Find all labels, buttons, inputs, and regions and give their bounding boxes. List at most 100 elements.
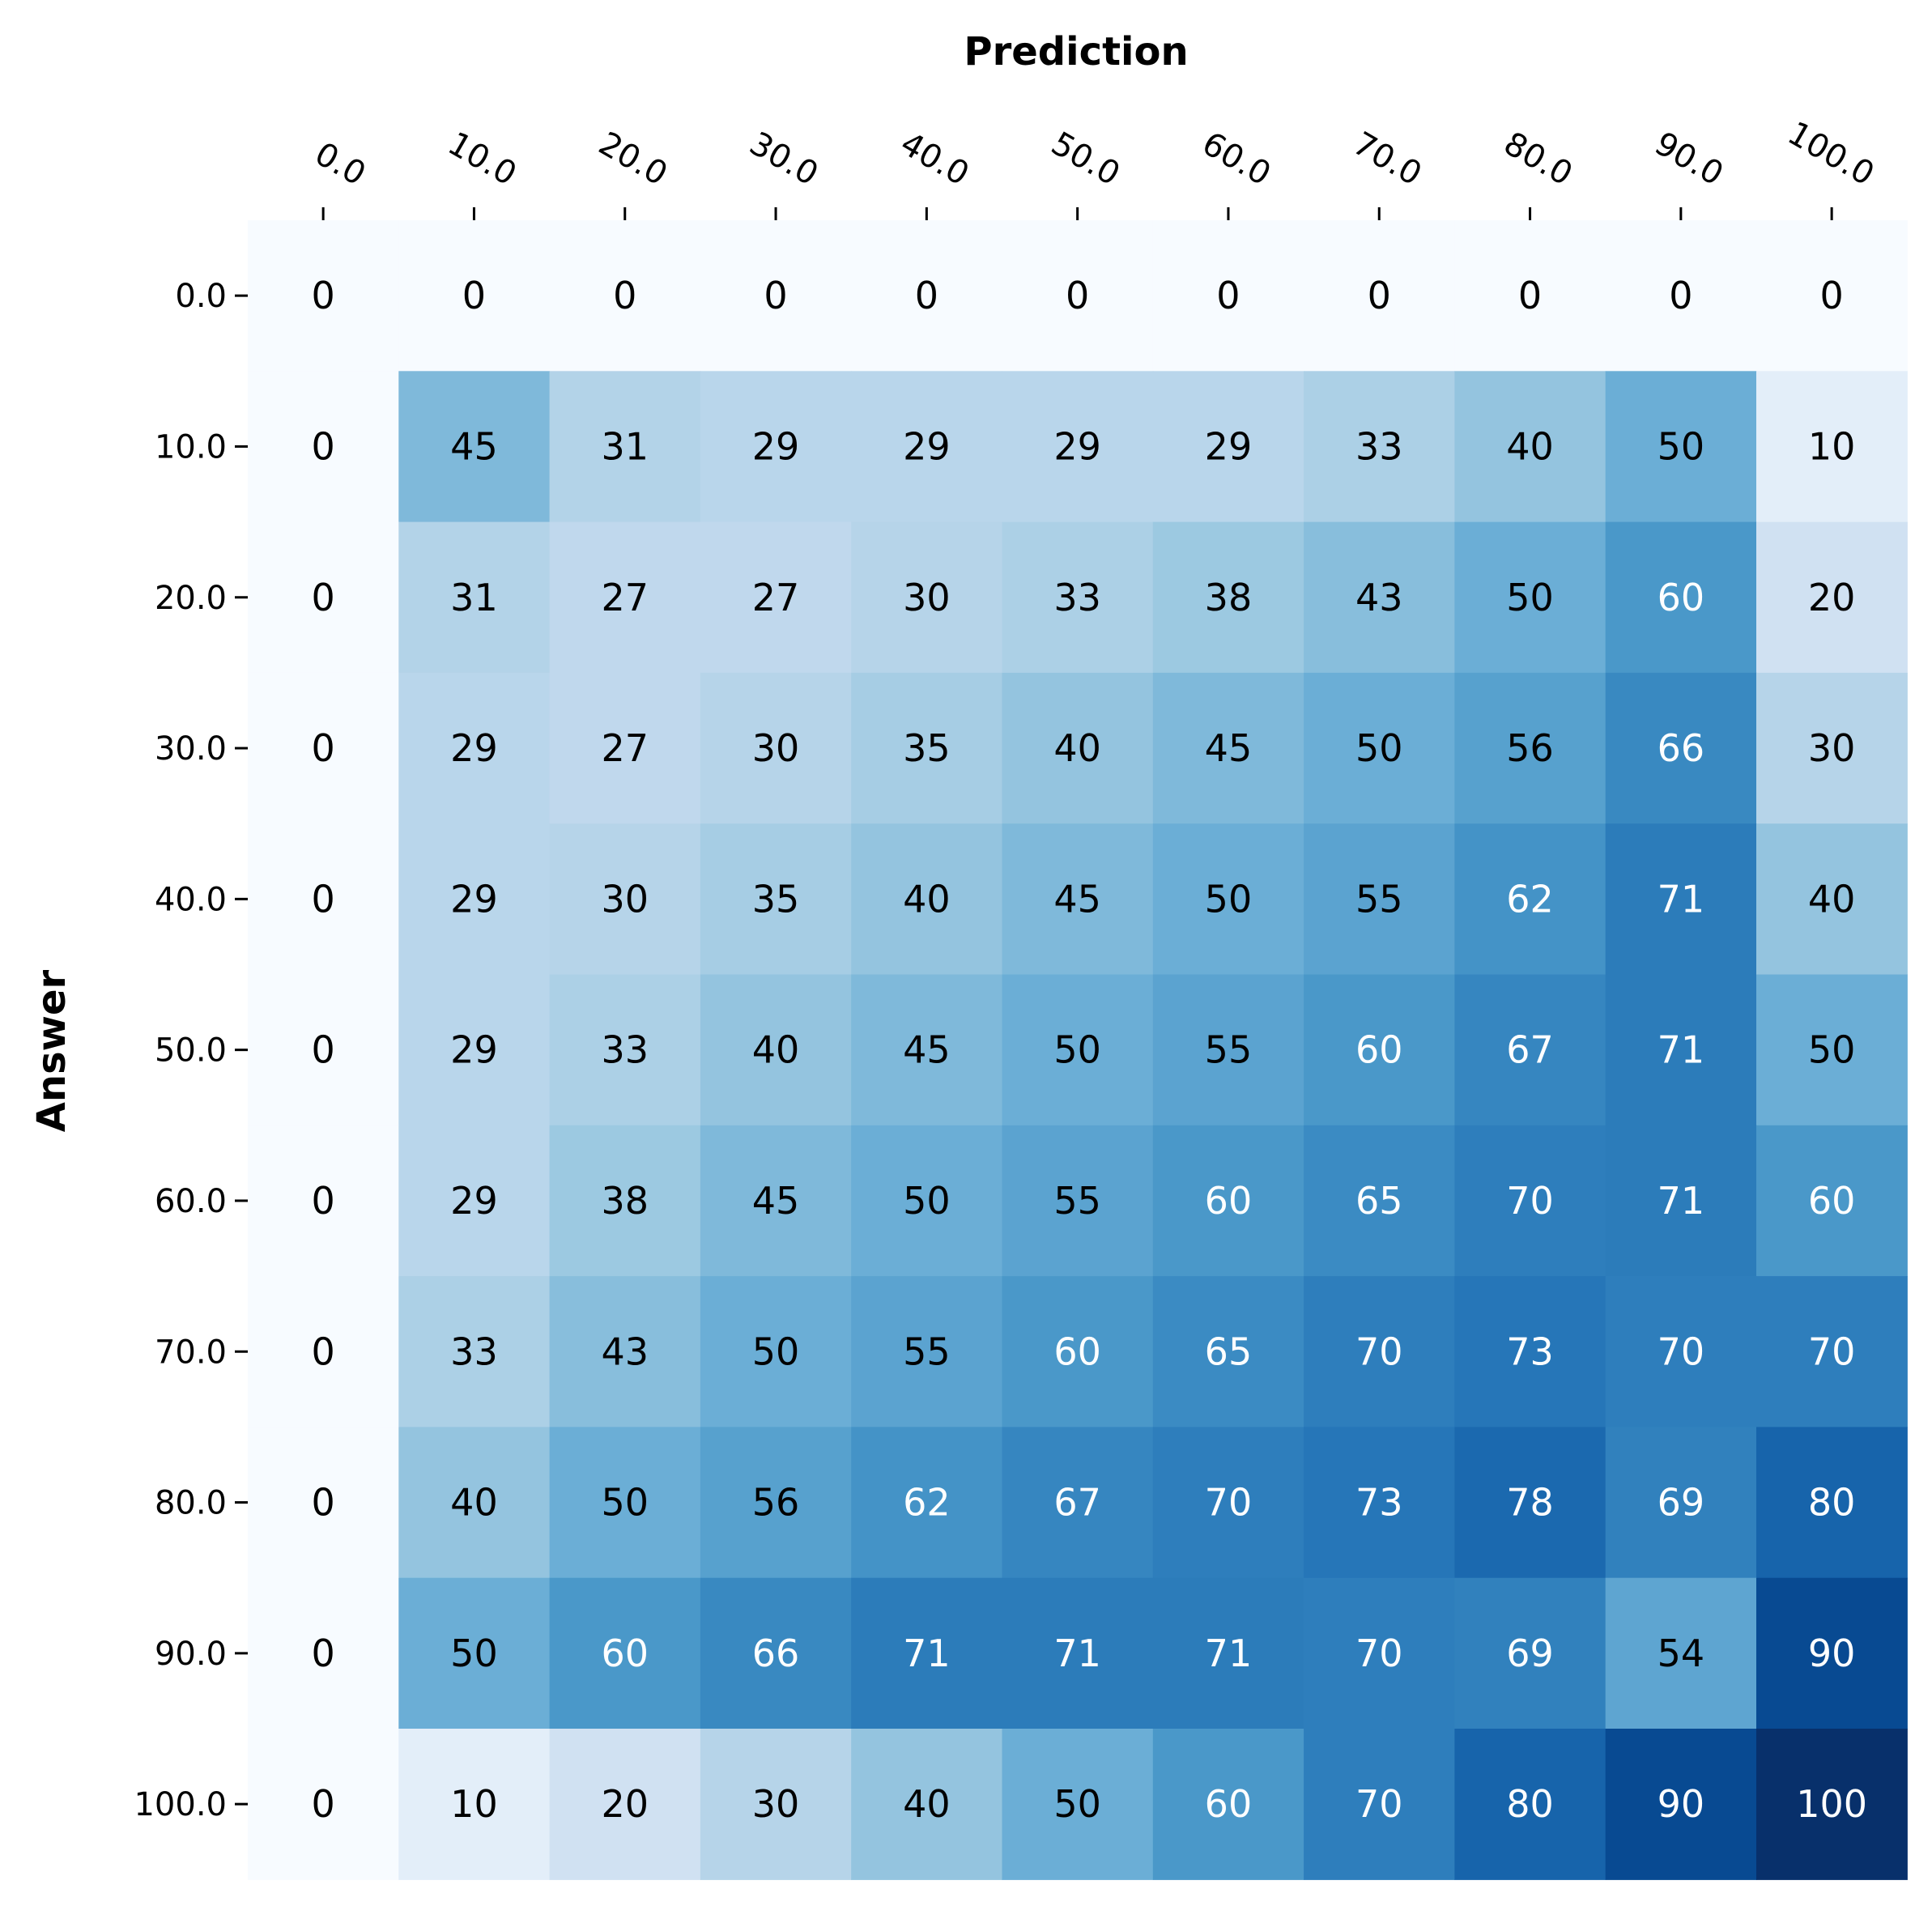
heatmap-cell — [1002, 521, 1154, 674]
heatmap-cell — [700, 1427, 852, 1579]
cell-value-label: 30 — [1808, 726, 1856, 770]
x-tick-label: 50.0 — [1045, 125, 1126, 193]
cell-value-label: 71 — [1205, 1632, 1253, 1675]
heatmap-cell — [398, 823, 551, 976]
cell-value-label: 62 — [903, 1481, 951, 1525]
cell-value-label: 62 — [1506, 877, 1554, 921]
cell-value-label: 27 — [752, 576, 800, 619]
heatmap-cell — [398, 672, 551, 824]
heatmap-cell — [248, 1577, 399, 1729]
cell-value-label: 29 — [450, 1028, 498, 1072]
cell-value-label: 50 — [1205, 877, 1253, 921]
cell-value-label: 40 — [1506, 424, 1554, 468]
heatmap-cell — [398, 1427, 551, 1579]
cell-value-label: 60 — [1355, 1028, 1403, 1072]
cell-value-label: 60 — [601, 1632, 649, 1675]
y-tick-label: 40.0 — [155, 881, 227, 918]
heatmap-cell — [1756, 1427, 1908, 1579]
cell-value-label: 38 — [601, 1179, 649, 1223]
x-tick-label: 60.0 — [1196, 125, 1277, 193]
heatmap-cell — [248, 1125, 399, 1277]
cell-value-label: 70 — [1506, 1179, 1554, 1223]
cell-value-label: 33 — [1355, 424, 1403, 468]
y-tick-label: 30.0 — [155, 730, 227, 768]
cell-value-label: 38 — [1205, 576, 1253, 619]
cell-value-label: 45 — [752, 1179, 800, 1223]
heatmap-cell — [1454, 220, 1606, 372]
cell-value-label: 80 — [1808, 1481, 1856, 1525]
heatmap-cell — [1605, 974, 1757, 1126]
cell-value-label: 45 — [1205, 726, 1253, 770]
heatmap-cell — [1304, 220, 1455, 372]
cell-value-label: 45 — [450, 424, 498, 468]
cell-value-label: 60 — [1205, 1782, 1253, 1826]
heatmap-cell — [1002, 1729, 1154, 1880]
cell-value-label: 50 — [450, 1632, 498, 1675]
cell-value-label: 29 — [1053, 424, 1101, 468]
cell-value-label: 0 — [1216, 274, 1240, 317]
heatmap-cell — [1152, 672, 1304, 824]
heatmap-cells: 0 0 0 0 0 0 0 0 0 0 00 45 31 29 29 29 29 33 40 50 100 31 27 27 3… — [248, 220, 1908, 1880]
heatmap-cell — [1152, 1427, 1304, 1579]
heatmap-cell — [1304, 371, 1455, 523]
x-tick-label: 0.0 — [309, 135, 372, 194]
cell-value-label: 70 — [1658, 1330, 1705, 1373]
cell-value-label: 0 — [312, 576, 335, 619]
heatmap-cell — [1756, 974, 1908, 1126]
cell-value-label: 10 — [1808, 424, 1856, 468]
y-axis-ticks: 0.0 10.0 20.0 30.0 40.0 50.0 60.0 70.0 80.0 90.0 1… — [134, 278, 248, 1823]
cell-value-label: 0 — [312, 1330, 335, 1373]
heatmap-cell — [1002, 974, 1154, 1126]
heatmap-cell — [1756, 371, 1908, 523]
cell-value-label: 40 — [903, 1782, 951, 1826]
heatmap-cell — [700, 823, 852, 976]
heatmap-cell — [1002, 220, 1154, 372]
cell-value-label: 0 — [312, 1028, 335, 1072]
heatmap-cell — [1605, 672, 1757, 824]
heatmap-cell — [549, 1427, 701, 1579]
heatmap-cell — [851, 1729, 1003, 1880]
heatmap-cell — [1304, 1729, 1455, 1880]
heatmap-cell — [1605, 823, 1757, 976]
heatmap-cell — [248, 823, 399, 976]
cell-value-label: 29 — [752, 424, 800, 468]
cell-value-label: 0 — [764, 274, 787, 317]
cell-value-label: 70 — [1355, 1632, 1403, 1675]
heatmap-cell — [549, 1276, 701, 1427]
cell-value-label: 29 — [903, 424, 951, 468]
heatmap-cell — [700, 371, 852, 523]
heatmap-cell — [1152, 1276, 1304, 1427]
heatmap-cell — [1756, 521, 1908, 674]
heatmap-cell — [1454, 521, 1606, 674]
cell-value-label: 70 — [1355, 1330, 1403, 1373]
heatmap-cell — [248, 521, 399, 674]
cell-value-label: 0 — [312, 274, 335, 317]
cell-value-label: 45 — [1053, 877, 1101, 921]
heatmap-cell — [549, 1577, 701, 1729]
cell-value-label: 27 — [601, 576, 649, 619]
cell-value-label: 0 — [613, 274, 636, 317]
heatmap-cell — [1002, 672, 1154, 824]
cell-value-label: 43 — [601, 1330, 649, 1373]
cell-value-label: 69 — [1658, 1481, 1705, 1525]
heatmap-cell — [549, 823, 701, 976]
cell-value-label: 60 — [1205, 1179, 1253, 1223]
heatmap-cell — [851, 1276, 1003, 1427]
heatmap-cell — [248, 371, 399, 523]
y-tick-label: 0.0 — [175, 278, 227, 315]
heatmap-cell — [851, 371, 1003, 523]
y-tick-label: 80.0 — [155, 1485, 227, 1522]
cell-value-label: 50 — [1053, 1028, 1101, 1072]
heatmap-cell — [248, 220, 399, 372]
heatmap-cell — [700, 521, 852, 674]
cell-value-label: 50 — [601, 1481, 649, 1525]
heatmap-cell — [1605, 521, 1757, 674]
cell-value-label: 0 — [312, 877, 335, 921]
x-tick-label: 40.0 — [894, 125, 975, 193]
heatmap-cell — [1304, 1125, 1455, 1277]
cell-value-label: 0 — [312, 1782, 335, 1826]
heatmap-cell — [1304, 1427, 1455, 1579]
heatmap-cell — [1756, 1125, 1908, 1277]
cell-value-label: 0 — [312, 1179, 335, 1223]
